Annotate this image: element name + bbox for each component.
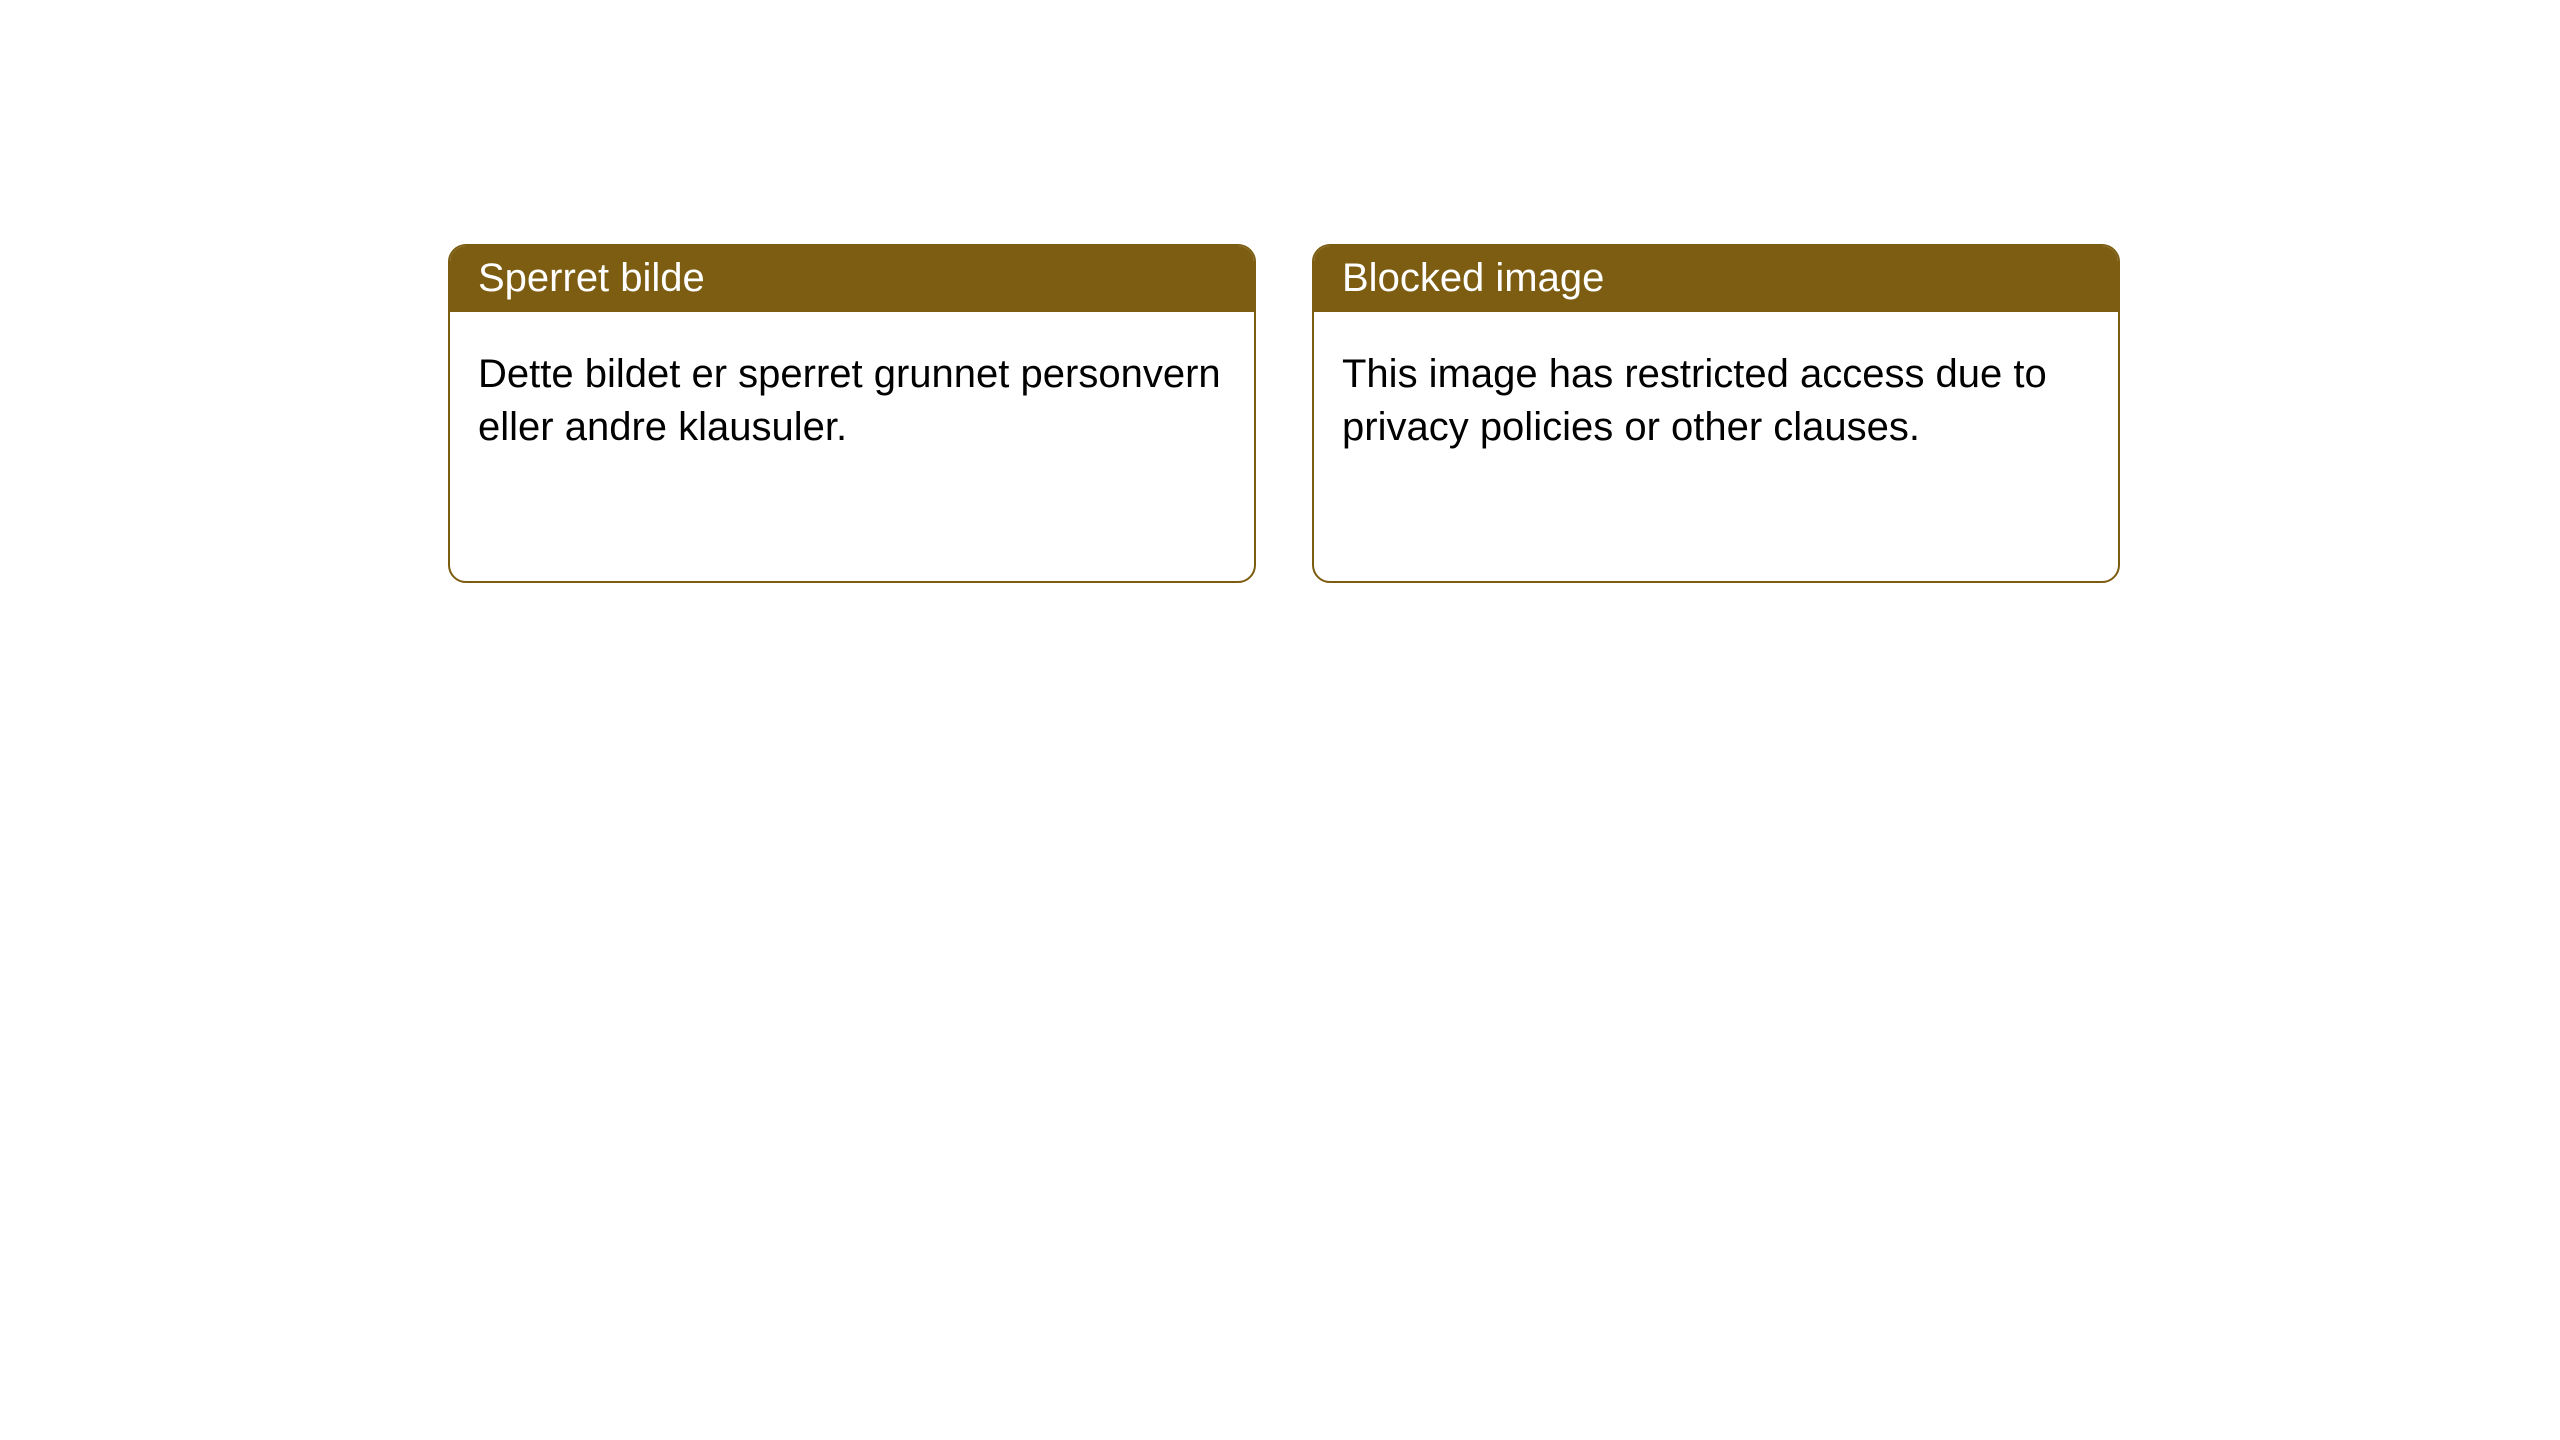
notice-title: Blocked image bbox=[1314, 246, 2118, 312]
notice-title: Sperret bilde bbox=[450, 246, 1254, 312]
notice-card-norwegian: Sperret bilde Dette bildet er sperret gr… bbox=[448, 244, 1256, 583]
notice-card-english: Blocked image This image has restricted … bbox=[1312, 244, 2120, 583]
notice-body: This image has restricted access due to … bbox=[1314, 312, 2118, 490]
notice-container: Sperret bilde Dette bildet er sperret gr… bbox=[0, 0, 2560, 583]
notice-body: Dette bildet er sperret grunnet personve… bbox=[450, 312, 1254, 490]
